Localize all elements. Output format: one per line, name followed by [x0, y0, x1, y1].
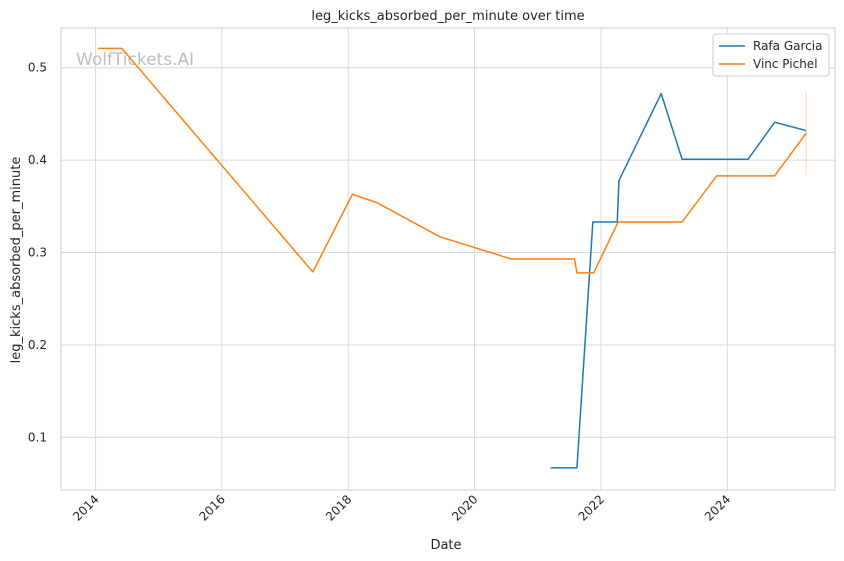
y-tick-label: 0.2: [28, 338, 47, 352]
gridlines: [61, 28, 835, 490]
plot-frame: [60, 27, 836, 491]
legend-box: [712, 33, 830, 77]
y-tick-label: 0.3: [28, 246, 47, 260]
series-line-vinc-pichel: [98, 47, 807, 274]
legend-label-rafa-garcia: Rafa Garcia: [753, 39, 822, 53]
y-tick-label: 0.4: [28, 153, 47, 167]
y-tick-label: 0.5: [28, 61, 47, 75]
legend-label-vinc-pichel: Vinc Pichel: [753, 57, 818, 71]
watermark: WolfTickets.AI: [76, 50, 194, 70]
x-axis-title: Date: [430, 538, 461, 553]
legend: Rafa Garcia Vinc Pichel: [712, 33, 830, 77]
y-tick-label: 0.1: [28, 430, 47, 444]
series-layer: [98, 47, 807, 469]
y-axis-title: leg_kicks_absorbed_per_minute: [9, 157, 24, 364]
chart-title: leg_kicks_absorbed_per_minute over time: [311, 9, 584, 24]
series-line-rafa-garcia: [550, 92, 807, 469]
